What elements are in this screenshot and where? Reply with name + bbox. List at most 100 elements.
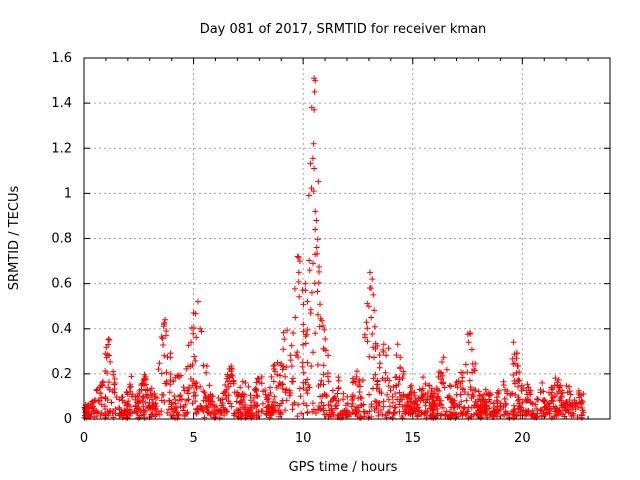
- data-point: [236, 399, 243, 406]
- data-point: [511, 411, 518, 418]
- data-point: [109, 388, 116, 395]
- data-point: [518, 382, 525, 389]
- data-point: [436, 400, 443, 407]
- data-point: [364, 410, 371, 417]
- data-point: [332, 402, 339, 409]
- data-point: [398, 412, 405, 419]
- data-point: [385, 396, 392, 403]
- data-point: [539, 379, 546, 386]
- data-point: [502, 408, 509, 415]
- data-point: [319, 322, 326, 329]
- data-point: [190, 324, 197, 331]
- data-point: [219, 400, 226, 407]
- data-point: [158, 408, 165, 415]
- data-point: [310, 349, 317, 356]
- data-point: [302, 333, 309, 340]
- data-point: [254, 375, 261, 382]
- data-point: [528, 411, 535, 418]
- data-point: [200, 408, 207, 415]
- data-point: [171, 393, 178, 400]
- data-point: [190, 330, 197, 337]
- data-point: [414, 401, 421, 408]
- data-point: [416, 407, 423, 414]
- data-point: [153, 395, 160, 402]
- data-point: [335, 377, 342, 384]
- data-point: [356, 408, 363, 415]
- data-point: [273, 384, 280, 391]
- grid: [84, 58, 610, 419]
- data-point: [238, 412, 245, 419]
- data-point: [419, 385, 426, 392]
- data-point: [491, 403, 498, 410]
- data-point: [404, 401, 411, 408]
- data-point: [307, 160, 314, 167]
- data-point: [97, 412, 104, 419]
- data-point: [310, 140, 317, 147]
- data-point: [421, 410, 428, 417]
- data-point: [557, 382, 564, 389]
- data-point: [428, 388, 435, 395]
- data-point: [438, 358, 445, 365]
- data-point: [108, 399, 115, 406]
- data-point: [543, 403, 550, 410]
- data-point: [564, 402, 571, 409]
- data-point: [353, 368, 360, 375]
- data-point: [262, 391, 269, 398]
- data-point: [369, 276, 376, 283]
- data-point: [293, 352, 300, 359]
- data-point: [172, 400, 179, 407]
- data-point: [296, 258, 303, 265]
- data-point: [412, 410, 419, 417]
- data-point: [88, 410, 95, 417]
- data-point: [249, 410, 256, 417]
- data-point: [178, 396, 185, 403]
- data-point: [137, 408, 144, 415]
- data-point: [280, 346, 287, 353]
- data-point: [482, 386, 489, 393]
- data-point: [252, 402, 259, 409]
- data-point: [480, 405, 487, 412]
- data-point: [357, 383, 364, 390]
- data-point: [258, 408, 265, 415]
- data-point: [443, 408, 450, 415]
- data-point: [203, 369, 210, 376]
- data-point: [325, 401, 332, 408]
- data-point: [546, 410, 553, 417]
- data-point: [84, 406, 91, 413]
- data-point: [370, 291, 377, 298]
- data-point: [510, 361, 517, 368]
- data-point: [310, 188, 317, 195]
- data-point: [185, 384, 192, 391]
- data-point: [287, 352, 294, 359]
- data-point: [97, 382, 104, 389]
- x-tick-label: 20: [514, 431, 531, 446]
- x-tick-label: 10: [295, 431, 312, 446]
- data-point: [510, 402, 517, 409]
- data-point: [241, 403, 248, 410]
- data-point: [466, 330, 473, 337]
- data-point: [459, 410, 466, 417]
- data-point: [560, 401, 567, 408]
- data-point: [473, 410, 480, 417]
- data-point: [373, 398, 380, 405]
- data-point: [371, 307, 378, 314]
- data-point: [316, 301, 323, 308]
- data-point: [366, 353, 373, 360]
- data-point: [225, 392, 232, 399]
- data-point: [228, 372, 235, 379]
- data-point: [360, 401, 367, 408]
- data-point: [554, 390, 561, 397]
- data-point: [192, 409, 199, 416]
- data-point: [243, 408, 250, 415]
- data-point: [291, 285, 298, 292]
- data-point: [474, 404, 481, 411]
- data-point: [296, 293, 303, 300]
- data-point: [463, 397, 470, 404]
- data-point: [392, 390, 399, 397]
- data-point: [135, 414, 142, 421]
- data-point: [305, 192, 312, 199]
- data-point: [180, 384, 187, 391]
- data-point: [187, 375, 194, 382]
- data-point: [211, 404, 218, 411]
- data-point: [300, 301, 307, 308]
